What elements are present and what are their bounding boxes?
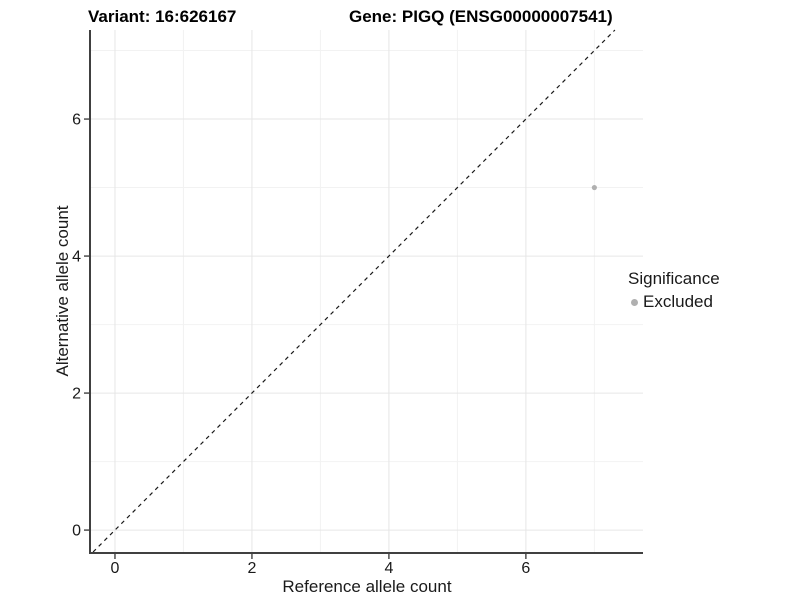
legend-title: Significance bbox=[628, 269, 720, 288]
x-tick-label: 4 bbox=[384, 560, 393, 577]
x-tick-label: 6 bbox=[521, 560, 530, 577]
data-point bbox=[591, 184, 597, 191]
identity-line bbox=[92, 29, 616, 553]
y-tick-label: 4 bbox=[72, 249, 81, 266]
y-tick-label: 0 bbox=[72, 523, 81, 540]
legend-item-label: Excluded bbox=[643, 292, 713, 311]
y-tick-label: 6 bbox=[72, 112, 81, 129]
plot-title-gene: Gene: PIGQ (ENSG00000007541) bbox=[349, 7, 613, 26]
legend-item: Excluded bbox=[628, 292, 720, 312]
legend-point-icon bbox=[631, 298, 638, 306]
y-axis-title: Alternative allele count bbox=[53, 205, 72, 377]
x-tick-label: 0 bbox=[111, 560, 120, 577]
plot-title-variant: Variant: 16:626167 bbox=[88, 7, 237, 26]
y-tick-label: 2 bbox=[72, 386, 81, 403]
x-tick-label: 2 bbox=[247, 560, 256, 577]
x-axis-title: Reference allele count bbox=[282, 577, 452, 596]
legend: Significance Excluded bbox=[628, 269, 720, 312]
